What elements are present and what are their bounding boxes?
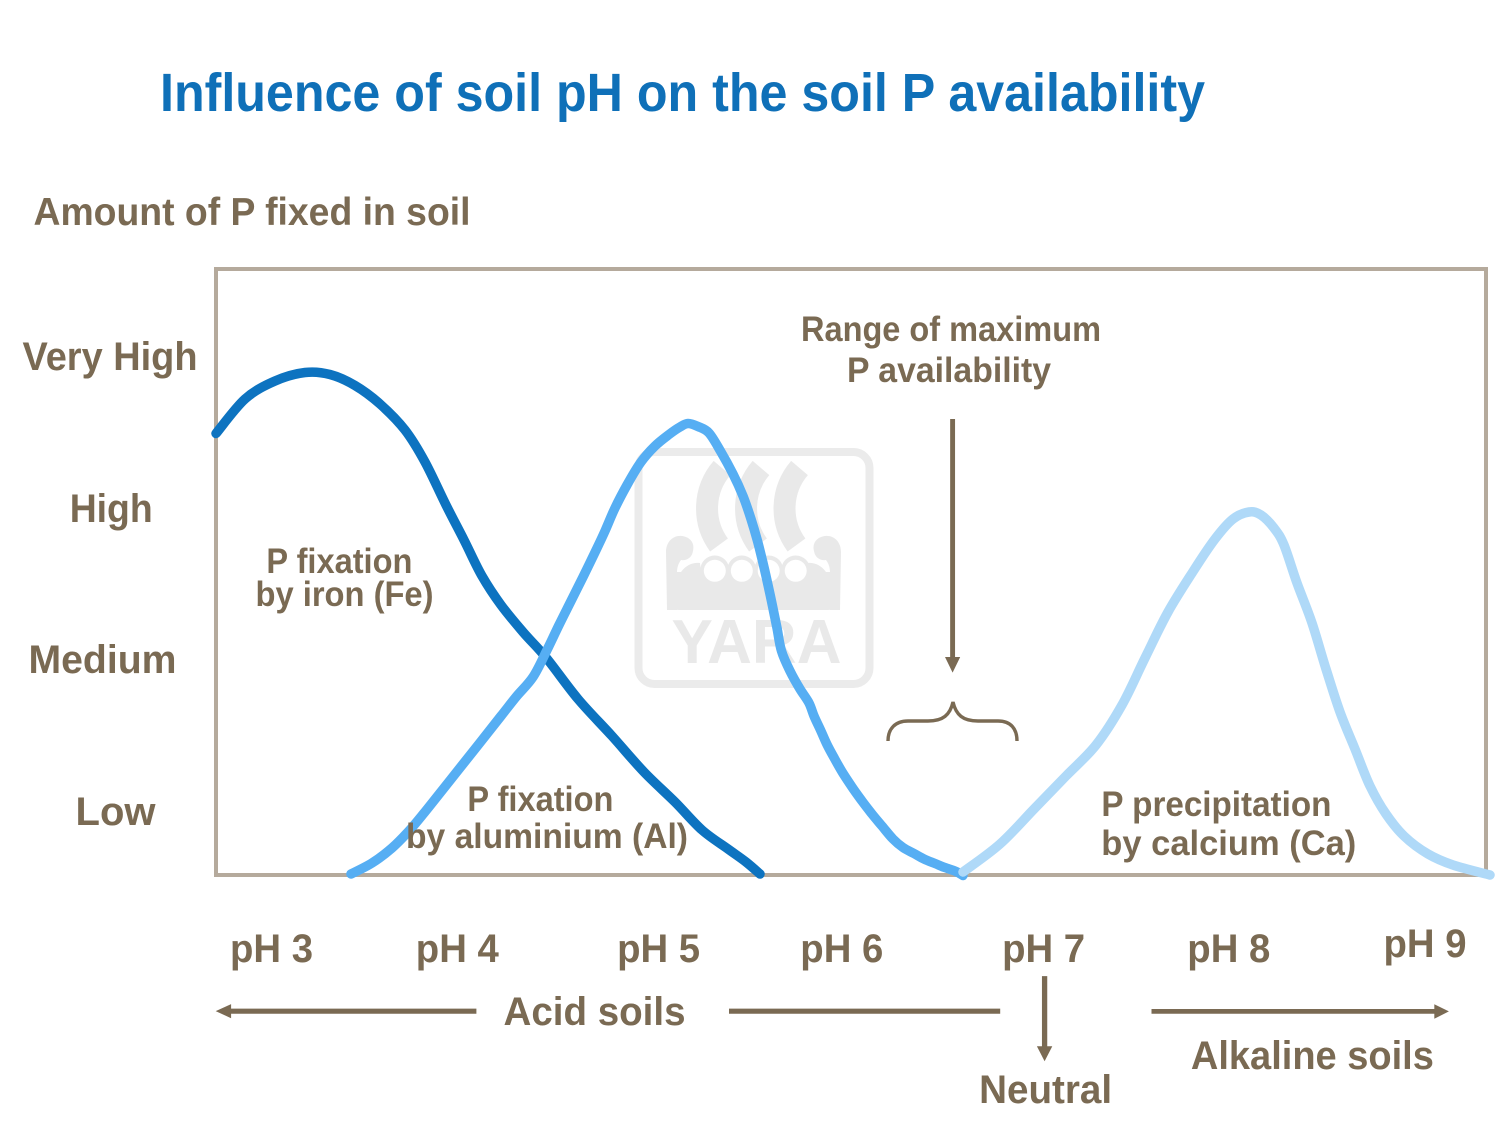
svg-text:by aluminium (Al): by aluminium (Al) bbox=[406, 817, 688, 856]
svg-text:pH 3: pH 3 bbox=[230, 927, 313, 971]
svg-text:P precipitation: P precipitation bbox=[1101, 785, 1331, 824]
svg-text:pH 6: pH 6 bbox=[800, 927, 883, 971]
svg-text:Neutral: Neutral bbox=[979, 1068, 1112, 1112]
svg-text:Low: Low bbox=[76, 790, 157, 834]
svg-text:High: High bbox=[70, 487, 153, 531]
svg-text:Medium: Medium bbox=[29, 638, 177, 682]
svg-text:P availability: P availability bbox=[847, 351, 1052, 390]
svg-text:pH 4: pH 4 bbox=[416, 927, 499, 971]
svg-text:Alkaline soils: Alkaline soils bbox=[1191, 1034, 1434, 1078]
svg-text:Very High: Very High bbox=[23, 335, 198, 379]
svg-text:P fixation: P fixation bbox=[266, 542, 412, 581]
svg-text:Range of maximum: Range of maximum bbox=[801, 310, 1101, 349]
svg-text:by iron (Fe): by iron (Fe) bbox=[256, 575, 434, 614]
svg-text:Acid soils: Acid soils bbox=[504, 990, 686, 1034]
svg-text:pH 7: pH 7 bbox=[1002, 927, 1085, 971]
svg-text:by calcium (Ca): by calcium (Ca) bbox=[1101, 824, 1356, 863]
svg-text:Amount of P fixed in soil: Amount of P fixed in soil bbox=[34, 191, 471, 234]
svg-text:pH 5: pH 5 bbox=[617, 927, 700, 971]
svg-text:P fixation: P fixation bbox=[467, 780, 613, 819]
svg-text:YARA: YARA bbox=[672, 608, 842, 677]
svg-text:pH 9: pH 9 bbox=[1384, 922, 1467, 966]
svg-text:pH 8: pH 8 bbox=[1187, 927, 1270, 971]
svg-text:Influence of soil pH on the so: Influence of soil pH on the soil P avail… bbox=[160, 63, 1205, 123]
